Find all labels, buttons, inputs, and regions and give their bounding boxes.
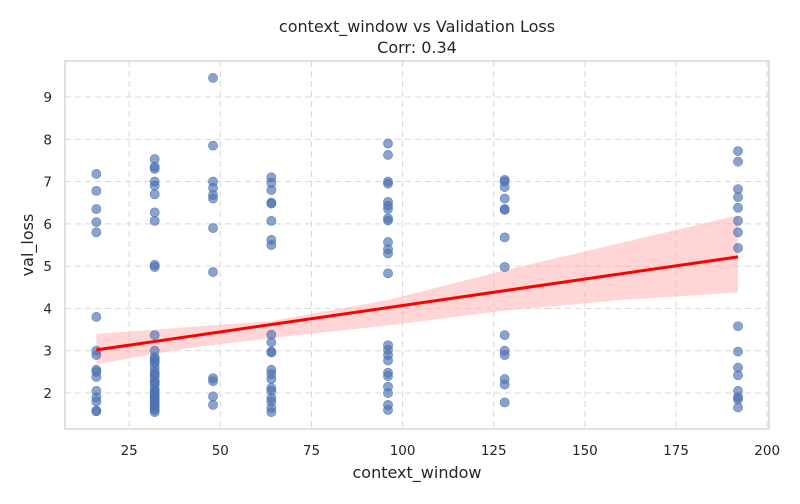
x-tick-label: 25 <box>121 443 138 459</box>
data-point <box>499 379 510 390</box>
y-tick-label: 9 <box>43 90 52 106</box>
data-point <box>149 407 160 417</box>
data-point <box>149 163 160 174</box>
data-point <box>149 207 160 218</box>
ci-band <box>96 215 739 365</box>
y-tick-label: 7 <box>43 175 52 191</box>
x-tick-label: 150 <box>572 443 598 459</box>
data-point <box>383 138 393 149</box>
x-tick-label: 125 <box>481 443 507 459</box>
y-tick-label: 8 <box>43 132 52 148</box>
chart-title: context_window vs Validation Loss <box>279 17 555 37</box>
data-point <box>733 321 743 332</box>
data-point <box>91 169 102 179</box>
data-point <box>383 204 393 214</box>
data-point <box>499 397 510 408</box>
data-point <box>733 202 743 213</box>
data-point <box>208 391 218 402</box>
chart-subtitle: Corr: 0.34 <box>377 38 457 57</box>
data-point <box>383 150 393 160</box>
data-point <box>733 346 743 357</box>
x-tick-label: 100 <box>390 443 416 459</box>
data-point <box>208 193 218 204</box>
data-point <box>383 388 393 398</box>
data-point <box>733 192 743 203</box>
data-point <box>208 140 218 151</box>
data-point <box>499 232 510 243</box>
y-ticks: 2 3 4 5 6 7 8 9 <box>43 90 52 402</box>
data-point <box>733 370 743 381</box>
data-point <box>266 185 277 195</box>
data-point <box>499 182 510 192</box>
data-point <box>208 399 218 410</box>
data-point <box>733 243 743 253</box>
data-point <box>149 180 160 191</box>
data-point <box>91 185 102 196</box>
data-point <box>383 268 393 279</box>
data-point <box>91 312 102 322</box>
x-tick-label: 75 <box>303 443 320 459</box>
data-point <box>383 355 393 366</box>
y-tick-label: 6 <box>43 217 52 233</box>
data-point <box>266 374 277 384</box>
data-point <box>208 267 218 277</box>
data-point <box>91 204 102 214</box>
data-point <box>91 227 102 238</box>
y-tick-label: 2 <box>43 386 52 402</box>
data-point <box>149 189 160 200</box>
x-ticks: 25 50 75 100 125 150 175 200 <box>121 443 780 459</box>
data-point <box>208 223 218 233</box>
data-point <box>149 215 160 226</box>
x-tick-label: 175 <box>663 443 689 459</box>
data-point <box>733 156 743 167</box>
regression-line <box>96 255 739 352</box>
data-point <box>266 215 277 226</box>
data-point <box>266 240 277 250</box>
data-point <box>383 371 393 382</box>
data-point <box>499 204 510 215</box>
data-point <box>499 262 510 272</box>
data-point <box>383 248 393 259</box>
data-point <box>91 372 102 382</box>
data-point <box>208 376 218 387</box>
data-point <box>383 215 393 226</box>
data-point <box>733 227 743 238</box>
data-point <box>149 330 160 340</box>
data-point <box>733 402 743 413</box>
data-point <box>499 330 510 340</box>
data-point <box>499 193 510 204</box>
data-point <box>733 146 743 156</box>
y-tick-label: 3 <box>43 344 52 360</box>
x-tick-label: 50 <box>212 443 229 459</box>
data-point <box>266 407 277 417</box>
data-point <box>91 396 102 407</box>
y-axis-label: val_loss <box>18 214 38 277</box>
data-point <box>383 405 393 415</box>
data-point <box>499 350 510 360</box>
points <box>91 73 743 417</box>
x-tick-label: 200 <box>754 443 780 459</box>
data-point <box>91 217 102 228</box>
data-point <box>91 406 102 417</box>
data-point <box>266 198 277 209</box>
data-point <box>91 350 102 360</box>
data-point <box>383 178 393 189</box>
x-axis-label: context_window <box>352 463 481 483</box>
regression <box>96 255 739 352</box>
confidence-band <box>96 215 739 365</box>
data-point <box>266 337 277 348</box>
data-point <box>266 347 277 358</box>
y-tick-label: 5 <box>43 259 52 275</box>
plot-frame <box>64 60 770 430</box>
data-point <box>208 73 218 83</box>
data-point <box>149 262 160 272</box>
y-tick-label: 4 <box>43 301 52 317</box>
data-point <box>733 215 743 226</box>
